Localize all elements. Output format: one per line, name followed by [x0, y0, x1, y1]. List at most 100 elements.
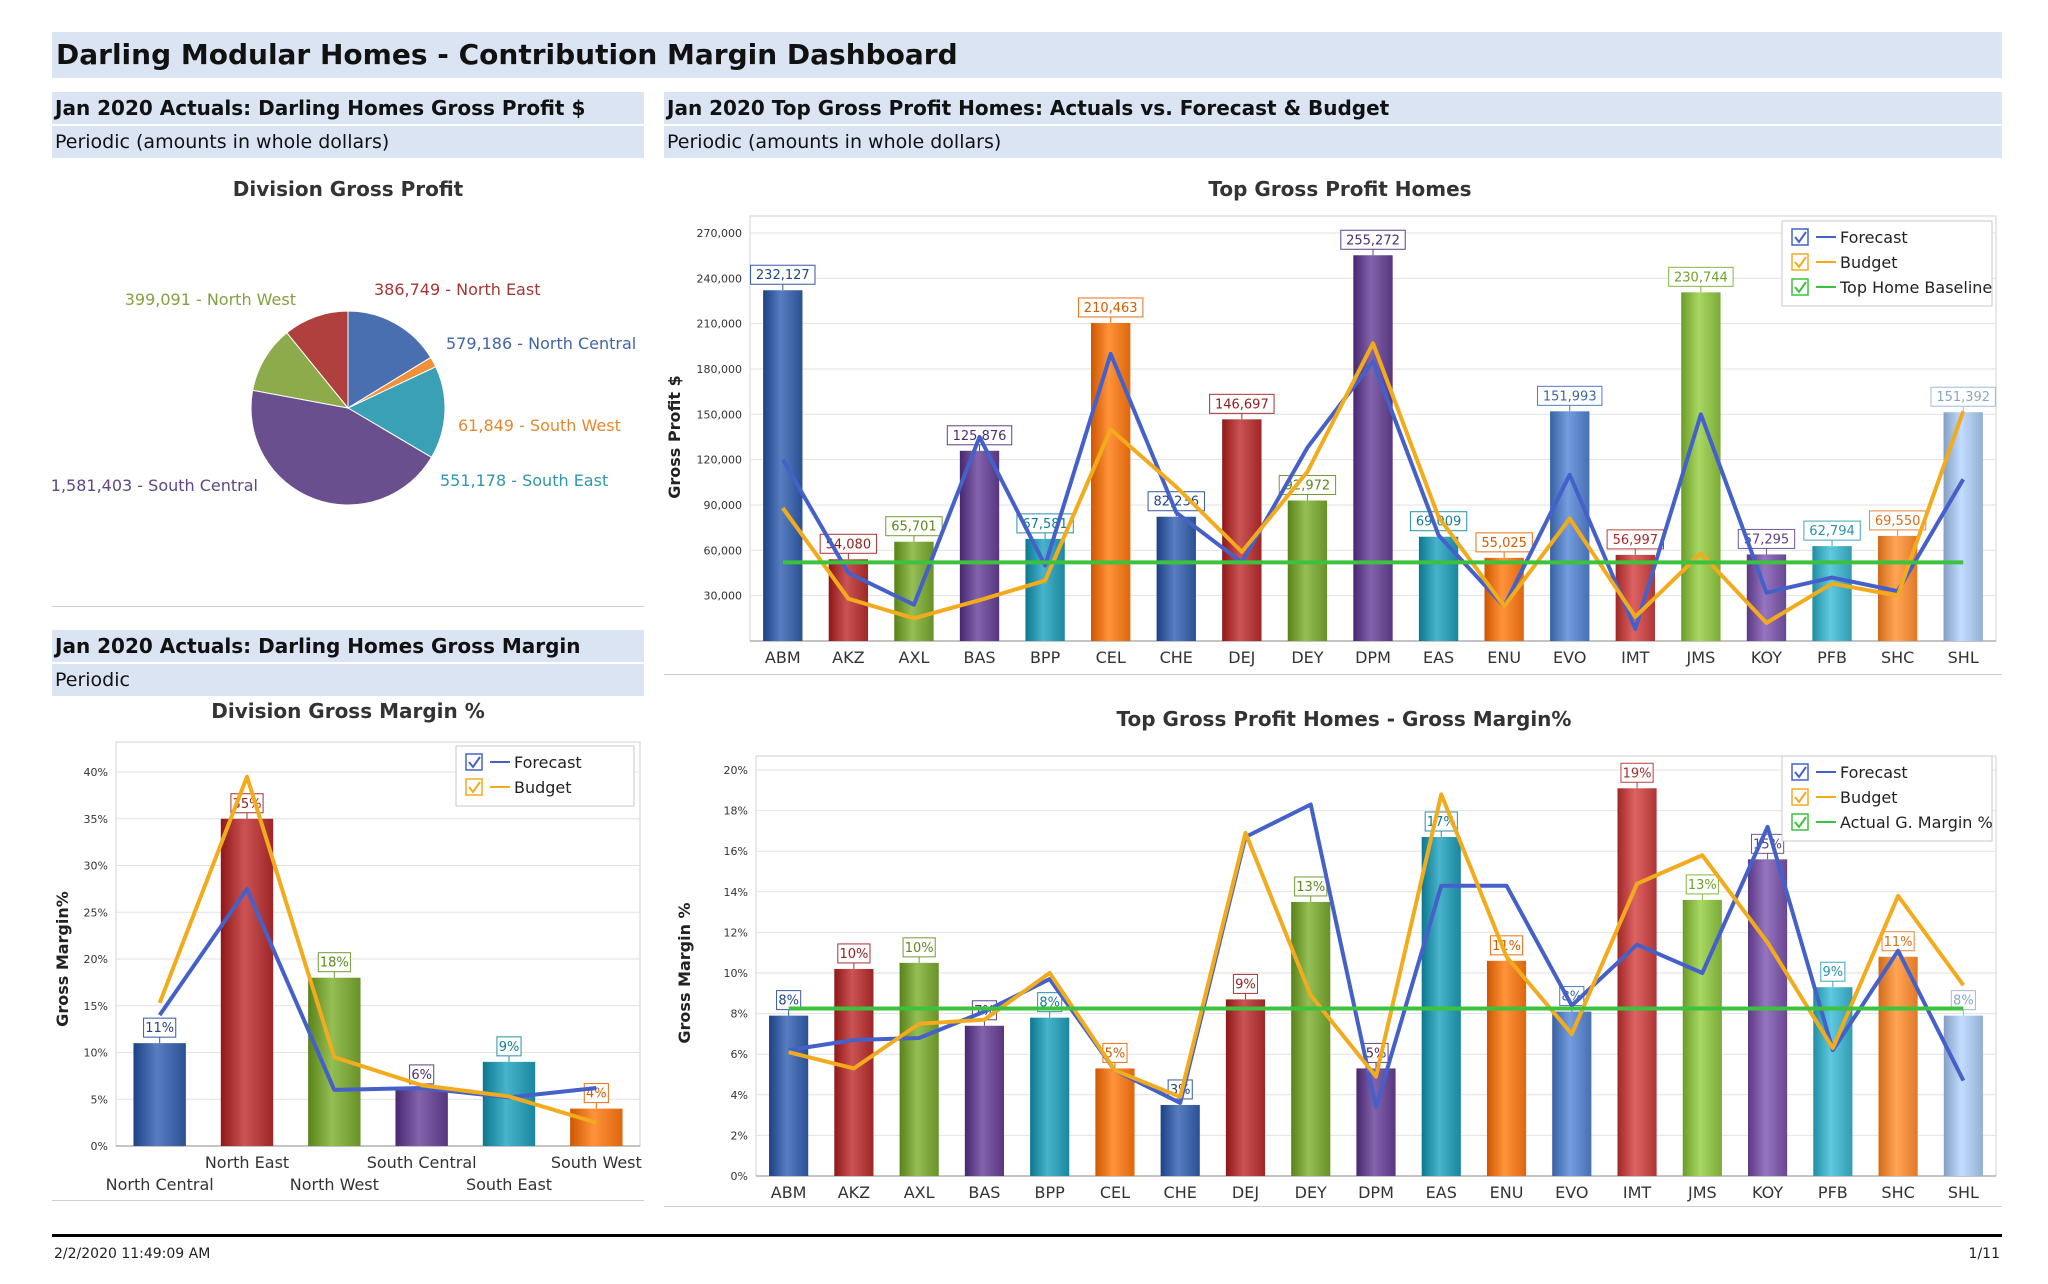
x-tick-label: AXL — [899, 648, 930, 667]
y-tick-label: 5% — [91, 1093, 108, 1106]
pie-title: Division Gross Profit — [233, 177, 464, 201]
data-label: 232,127 — [756, 268, 810, 283]
bar-che — [1160, 1104, 1200, 1176]
y-axis-label: Gross Margin% — [53, 891, 72, 1027]
data-label: 255,272 — [1346, 233, 1400, 248]
x-tick-label: North West — [290, 1175, 379, 1194]
data-label: 9% — [1823, 965, 1844, 980]
x-tick-label: AKZ — [838, 1183, 870, 1202]
y-tick-label: 90,000 — [704, 499, 743, 512]
x-tick-label: North Central — [106, 1175, 214, 1194]
bar-axl — [899, 962, 939, 1176]
bar-evo — [1552, 1011, 1592, 1176]
bar-axl — [894, 541, 934, 641]
y-tick-label: 10% — [84, 1047, 108, 1060]
x-tick-label: DEJ — [1228, 648, 1255, 667]
x-tick-label: CEL — [1096, 648, 1126, 667]
legend-label: Budget — [1840, 253, 1898, 272]
y-tick-label: 270,000 — [697, 227, 743, 240]
legend-checkbox — [465, 778, 483, 796]
y-tick-label: 210,000 — [697, 318, 743, 331]
bar-dpm — [1353, 255, 1393, 641]
x-tick-label: BAS — [963, 648, 995, 667]
bar-dpm — [1356, 1068, 1396, 1176]
x-tick-label: BPP — [1030, 648, 1061, 667]
y-tick-label: 180,000 — [697, 363, 743, 376]
pie-label: 61,849 - South West — [458, 416, 621, 435]
data-label: 56,997 — [1613, 533, 1659, 548]
x-tick-label: PFB — [1817, 648, 1847, 667]
legend-checkbox — [1791, 253, 1809, 271]
x-tick-label: DPM — [1355, 648, 1391, 667]
y-tick-label: 20% — [84, 953, 108, 966]
x-tick-label: KOY — [1751, 648, 1782, 667]
legend-box — [455, 745, 635, 807]
bar-south-central — [395, 1089, 448, 1146]
y-tick-label: 0% — [731, 1170, 748, 1183]
y-tick-label: 60,000 — [704, 544, 743, 557]
check-icon — [1794, 791, 1807, 804]
pie-label: 579,186 - North Central — [446, 334, 636, 353]
bar-bas — [964, 1025, 1004, 1176]
gross-profit-subheader: Periodic (amounts in whole dollars) — [52, 126, 644, 158]
data-label-box — [1737, 528, 1796, 549]
x-tick-label: AXL — [904, 1183, 935, 1202]
y-tick-label: 6% — [731, 1048, 748, 1061]
bar-jms — [1681, 292, 1721, 641]
legend-label: Forecast — [514, 753, 582, 772]
data-label: 9% — [499, 1040, 520, 1055]
data-label: 57,295 — [1744, 532, 1790, 547]
y-tick-label: 2% — [731, 1129, 748, 1142]
pie-label: 1,581,403 - South Central — [51, 476, 258, 495]
series-line-forecast — [158, 886, 597, 1100]
data-label: 54,080 — [826, 537, 872, 552]
page-number: 1/11 — [1968, 1246, 2000, 1262]
data-label: 10% — [905, 941, 934, 956]
legend-checkbox — [1791, 763, 1809, 781]
legend-label: Actual G. Margin % — [1840, 813, 1993, 832]
data-label-box — [1930, 386, 1996, 407]
x-tick-label: BPP — [1035, 1183, 1066, 1202]
y-tick-label: 30% — [84, 860, 108, 873]
data-label-box — [1475, 532, 1533, 553]
y-tick-label: 150,000 — [697, 408, 743, 421]
x-tick-label: AKZ — [832, 648, 864, 667]
bar-eas — [1418, 536, 1459, 641]
x-tick-label: IMT — [1621, 648, 1650, 667]
legend-box — [1781, 220, 1993, 307]
x-tick-label: IMT — [1623, 1183, 1652, 1202]
data-label: 55,025 — [1481, 536, 1527, 551]
bar-bpp — [1025, 538, 1065, 641]
x-tick-label: ABM — [765, 648, 801, 667]
x-tick-label: DEY — [1291, 648, 1323, 667]
y-tick-label: 20% — [724, 764, 748, 777]
data-label: 62,794 — [1809, 524, 1855, 539]
footer-timestamp: 2/2/2020 11:49:09 AM — [54, 1246, 211, 1262]
y-tick-label: 14% — [724, 886, 748, 899]
bar-koy — [1746, 554, 1787, 641]
data-label-box — [1668, 266, 1734, 287]
data-label-box — [1820, 961, 1846, 982]
y-axis-label: Gross Margin % — [675, 902, 694, 1043]
data-label-box — [837, 943, 871, 964]
bar-cel — [1091, 322, 1131, 641]
legend-label: Budget — [1840, 788, 1898, 807]
x-tick-label: South West — [551, 1153, 642, 1172]
footer-divider — [52, 1234, 2002, 1237]
chart-title: Top Gross Profit Homes - Gross Margin% — [1117, 707, 1572, 731]
gross-margin-subheader: Periodic — [52, 664, 644, 696]
y-tick-label: 4% — [731, 1089, 748, 1102]
y-tick-label: 35% — [84, 813, 108, 826]
legend-label: Top Home Baseline — [1839, 278, 1992, 297]
bar-cel — [1095, 1068, 1135, 1176]
x-tick-label: EAS — [1423, 648, 1454, 667]
y-tick-label: 16% — [724, 845, 748, 858]
bar-south-east — [482, 1061, 536, 1146]
data-label: 10% — [839, 947, 868, 962]
divider — [664, 674, 2002, 675]
check-icon — [1794, 766, 1807, 779]
y-tick-label: 10% — [724, 967, 748, 980]
data-label-box — [1685, 874, 1719, 895]
bar-dej — [1222, 419, 1262, 641]
